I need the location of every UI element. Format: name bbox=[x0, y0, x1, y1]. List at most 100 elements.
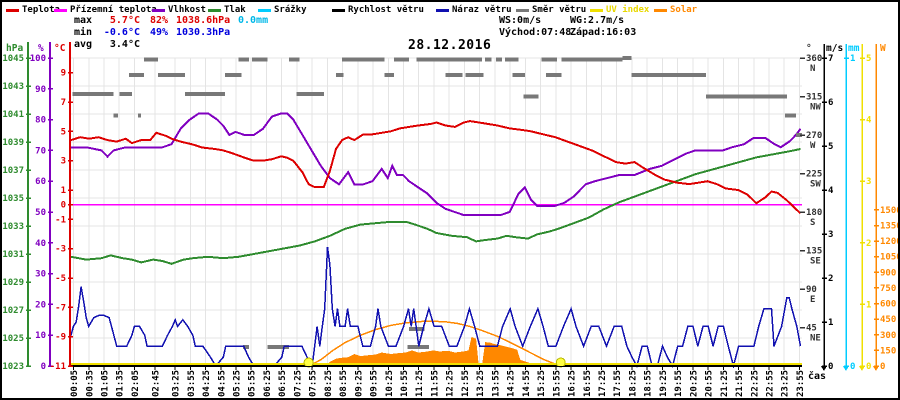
svg-text:18:25: 18:25 bbox=[628, 370, 638, 397]
svg-text:hPa: hPa bbox=[6, 43, 23, 54]
svg-text:20: 20 bbox=[35, 300, 46, 310]
svg-text:5: 5 bbox=[61, 127, 66, 137]
svg-text:90: 90 bbox=[35, 85, 46, 95]
stat-max-temp: 5.7°C bbox=[109, 15, 140, 26]
svg-text:300: 300 bbox=[880, 331, 896, 341]
temperature-series bbox=[70, 120, 802, 215]
svg-text:1029: 1029 bbox=[2, 278, 24, 288]
svg-text:07:55: 07:55 bbox=[309, 370, 319, 397]
pressure-series bbox=[70, 148, 801, 265]
tlak-swatch-icon bbox=[208, 8, 221, 12]
svg-text:1033: 1033 bbox=[2, 222, 24, 232]
svg-text:30: 30 bbox=[35, 270, 46, 280]
svg-text:10:55: 10:55 bbox=[400, 370, 410, 397]
sunset-info: Západ:16:03 bbox=[570, 27, 637, 38]
svg-text:4: 4 bbox=[866, 116, 872, 126]
svg-text:1: 1 bbox=[61, 186, 66, 196]
svg-text:04:55: 04:55 bbox=[217, 370, 227, 397]
svg-text:7: 7 bbox=[828, 54, 833, 64]
prizemni-swatch-icon bbox=[54, 8, 67, 12]
naraz-swatch-icon bbox=[436, 8, 449, 12]
solar-swatch-icon bbox=[654, 8, 667, 12]
svg-text:-11: -11 bbox=[50, 362, 66, 372]
svg-text:1350: 1350 bbox=[880, 222, 900, 232]
stat-avg-label: avg bbox=[74, 39, 93, 50]
svg-text:600: 600 bbox=[880, 300, 896, 310]
gridlines bbox=[71, 57, 802, 367]
svg-text:180: 180 bbox=[806, 208, 822, 218]
svg-text:01:35: 01:35 bbox=[116, 370, 126, 397]
svg-text:-9: -9 bbox=[55, 333, 66, 343]
stat-min-temp: -0.6°C bbox=[103, 27, 140, 38]
svg-text:03:25: 03:25 bbox=[172, 370, 182, 397]
svg-text:16:25: 16:25 bbox=[568, 370, 578, 397]
svg-text:1035: 1035 bbox=[2, 194, 24, 204]
svg-text:315: 315 bbox=[806, 93, 822, 103]
svg-text:0: 0 bbox=[850, 362, 855, 372]
legend-label: Přízemní teplota bbox=[70, 5, 157, 15]
svg-text:450: 450 bbox=[880, 315, 896, 325]
stat-max-humidity: 82% bbox=[150, 15, 169, 26]
svg-text:1043: 1043 bbox=[2, 82, 24, 92]
legend-label: UV index bbox=[606, 5, 650, 15]
svg-text:360: 360 bbox=[806, 54, 822, 64]
svg-text:2: 2 bbox=[866, 239, 871, 249]
legend-label: Vlhkost bbox=[168, 5, 206, 15]
svg-text:17:55: 17:55 bbox=[613, 370, 623, 397]
svg-text:08:55: 08:55 bbox=[339, 370, 349, 397]
svg-text:E: E bbox=[810, 295, 815, 305]
svg-text:0: 0 bbox=[828, 362, 833, 372]
svg-text:21:25: 21:25 bbox=[720, 370, 730, 397]
svg-text:60: 60 bbox=[35, 177, 46, 187]
svg-text:5: 5 bbox=[866, 54, 871, 64]
svg-text:00:35: 00:35 bbox=[85, 370, 95, 397]
stat-max-rain: 0.0mm bbox=[238, 15, 269, 26]
svg-text:01:05: 01:05 bbox=[100, 370, 110, 397]
svg-text:23:25: 23:25 bbox=[781, 370, 791, 397]
svg-text:4: 4 bbox=[828, 186, 834, 196]
svg-text:1: 1 bbox=[850, 54, 855, 64]
svg-text:1200: 1200 bbox=[880, 237, 900, 247]
svg-text:mm: mm bbox=[848, 43, 860, 54]
svg-text:00:05: 00:05 bbox=[70, 370, 80, 397]
svg-text:m/s: m/s bbox=[826, 43, 843, 54]
legend-item-teplota: Teplota bbox=[6, 5, 60, 15]
svg-text:3: 3 bbox=[866, 177, 871, 187]
legend-item-vlhkost: Vlhkost bbox=[152, 5, 206, 15]
svg-text:09:25: 09:25 bbox=[354, 370, 364, 397]
legend-item-srazky: Srážky bbox=[258, 5, 307, 15]
svg-text:1050: 1050 bbox=[880, 253, 900, 263]
svg-text:19:25: 19:25 bbox=[659, 370, 669, 397]
svg-text:°: ° bbox=[806, 43, 812, 54]
svg-text:06:55: 06:55 bbox=[278, 370, 288, 397]
humidity-series bbox=[71, 112, 802, 217]
svg-text:18:55: 18:55 bbox=[644, 370, 654, 397]
svg-text:7: 7 bbox=[61, 98, 66, 108]
svg-text:20:55: 20:55 bbox=[705, 370, 715, 397]
svg-text:9: 9 bbox=[61, 69, 66, 79]
smer-swatch-icon bbox=[516, 8, 529, 12]
svg-text:21:55: 21:55 bbox=[735, 370, 745, 397]
stat-avg-temp: 3.4°C bbox=[109, 39, 140, 50]
svg-text:1: 1 bbox=[828, 318, 833, 328]
svg-text:NE: NE bbox=[810, 334, 821, 344]
svg-text:%: % bbox=[38, 43, 44, 54]
svg-text:1500: 1500 bbox=[880, 206, 900, 216]
svg-text:50: 50 bbox=[35, 208, 46, 218]
svg-text:S: S bbox=[810, 218, 815, 228]
svg-text:150: 150 bbox=[880, 346, 896, 356]
svg-text:20:25: 20:25 bbox=[689, 370, 699, 397]
svg-text:0: 0 bbox=[866, 362, 871, 372]
teplota-swatch-icon bbox=[6, 8, 19, 12]
svg-text:3: 3 bbox=[61, 157, 66, 167]
svg-text:0: 0 bbox=[41, 362, 46, 372]
legend-label: Solar bbox=[670, 5, 698, 15]
svg-text:16:55: 16:55 bbox=[583, 370, 593, 397]
svg-text:12:55: 12:55 bbox=[461, 370, 471, 397]
svg-text:10:25: 10:25 bbox=[385, 370, 395, 397]
vlhkost-swatch-icon bbox=[152, 8, 165, 12]
svg-text:270: 270 bbox=[806, 131, 822, 141]
legend-label: Náraz větru bbox=[452, 5, 512, 15]
svg-text:1027: 1027 bbox=[2, 306, 24, 316]
